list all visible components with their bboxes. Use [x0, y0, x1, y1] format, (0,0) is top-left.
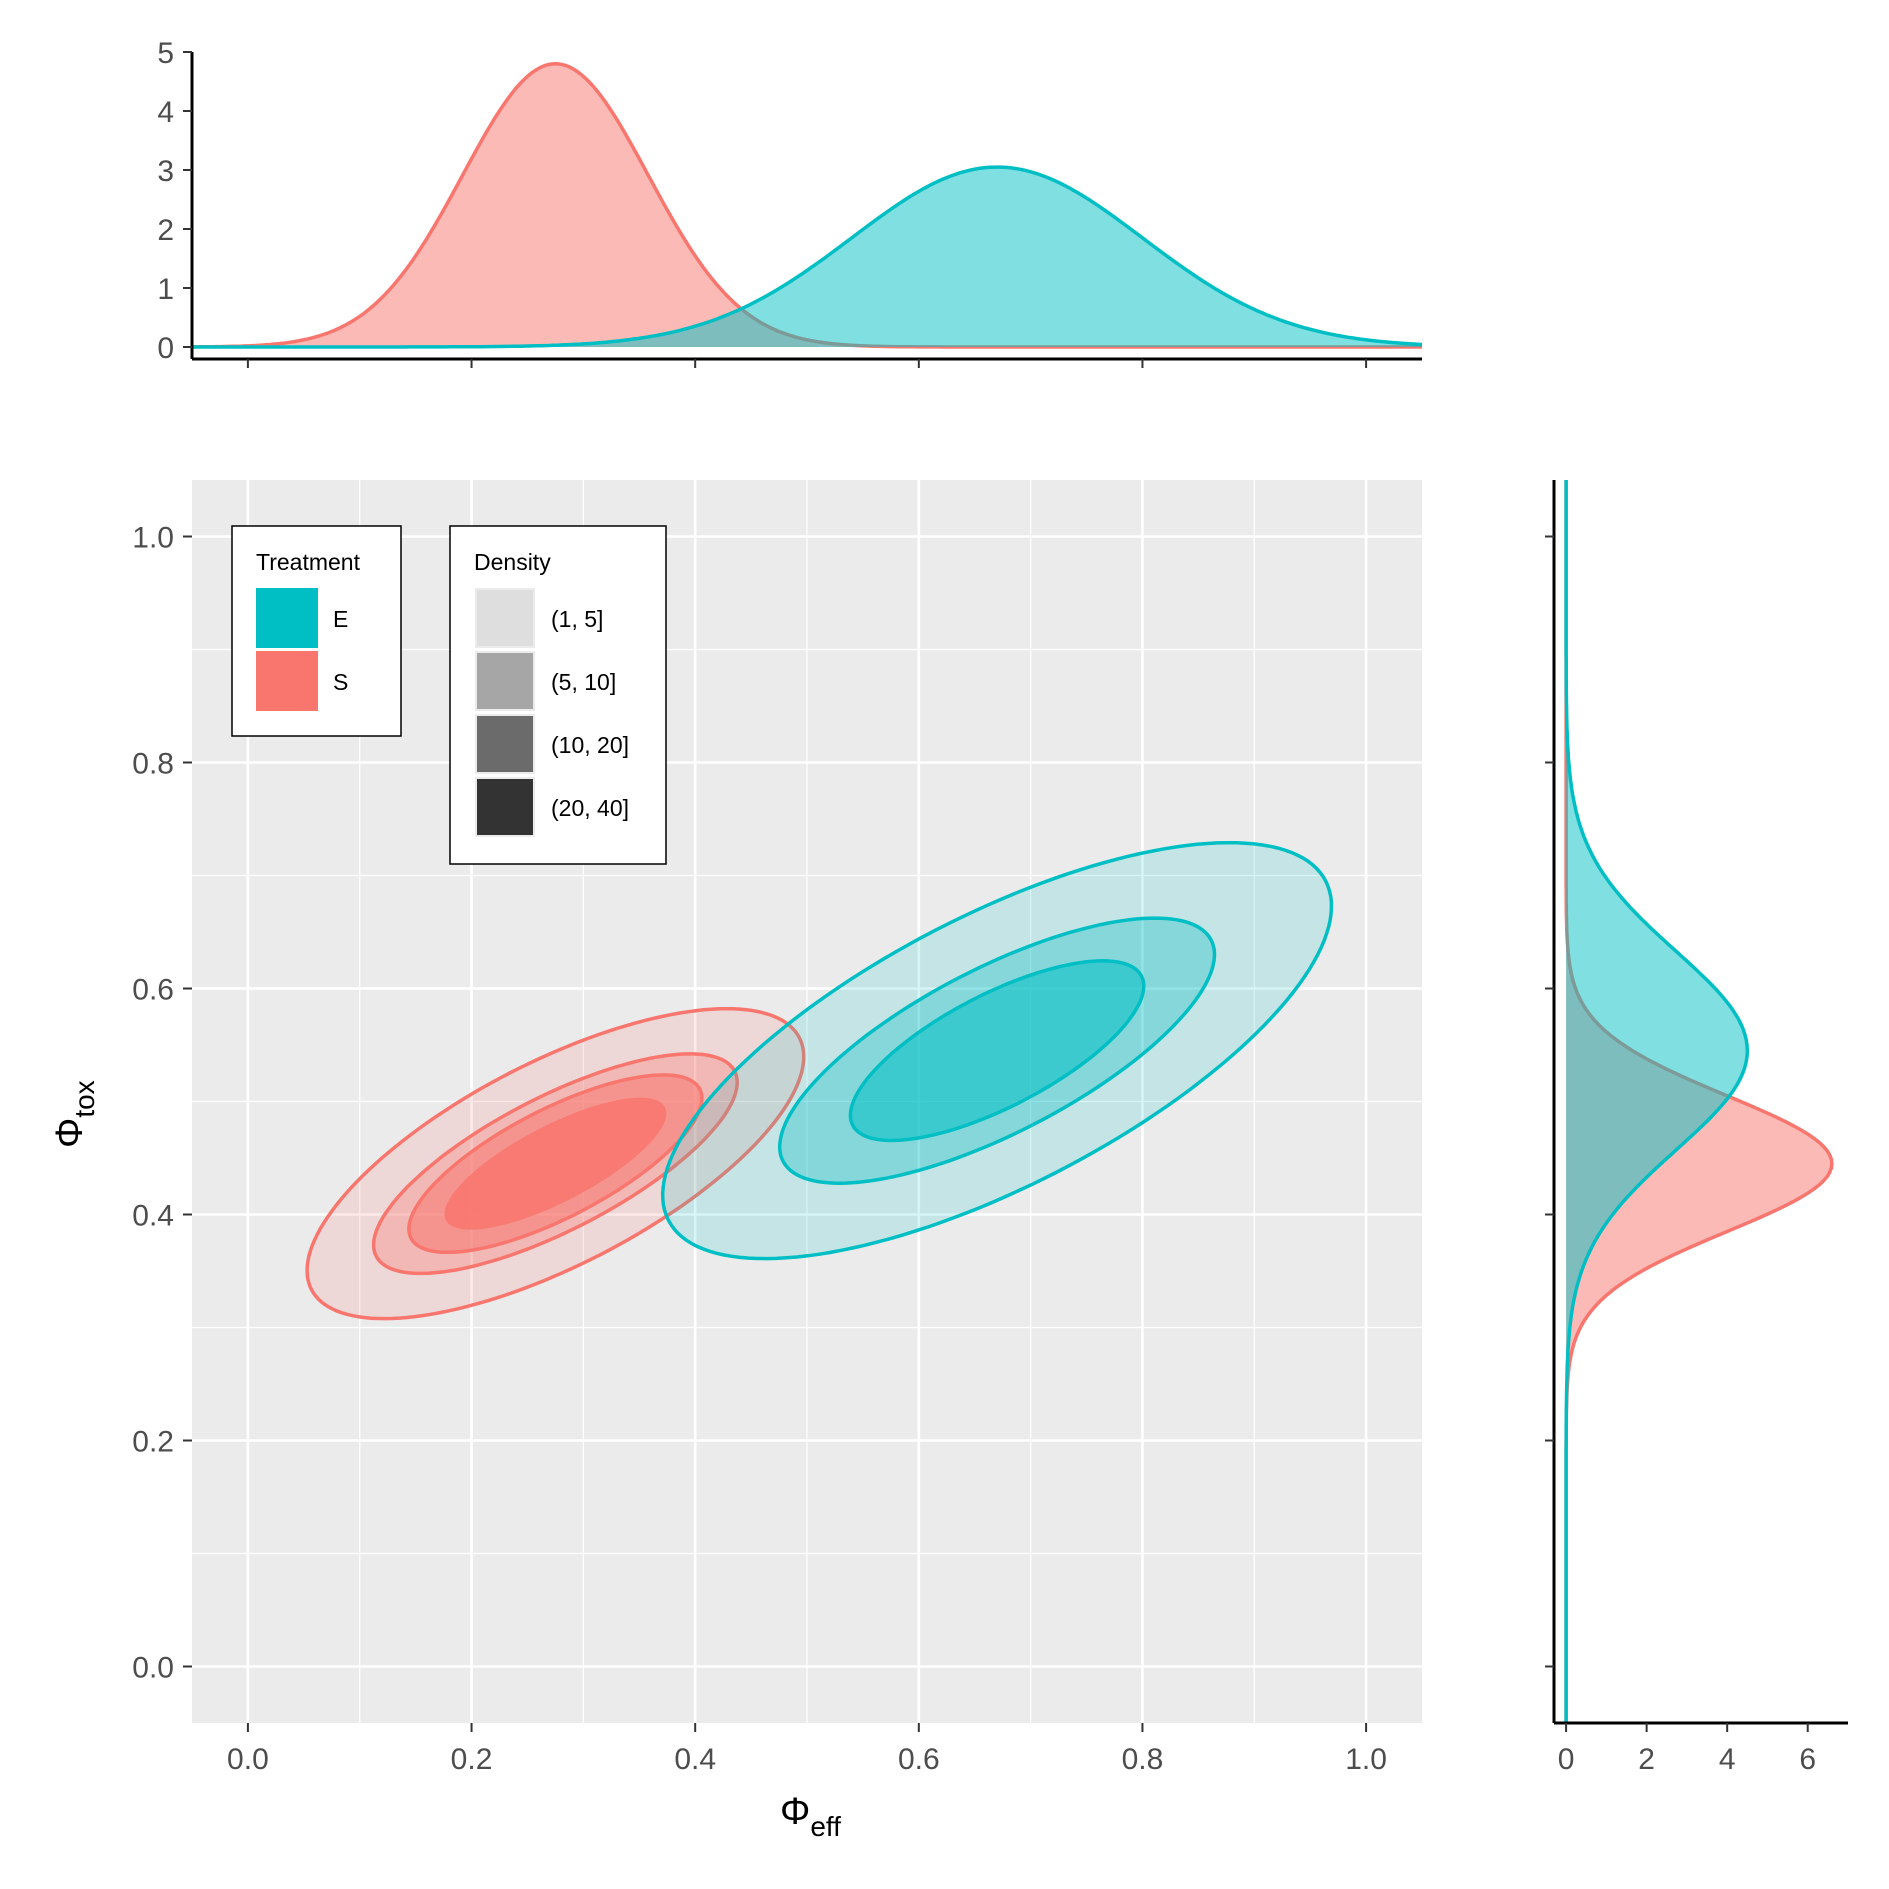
contour-e	[848, 959, 1146, 1143]
right-x-tick-label: 4	[1719, 1743, 1736, 1776]
legend-label-s: S	[333, 669, 348, 695]
top-density-line-e	[192, 165, 1423, 349]
legend-key-s	[256, 651, 318, 711]
right-density-line-e	[1564, 480, 1750, 1723]
x-tick-label: 0.6	[898, 1743, 940, 1776]
density-key-5-10	[475, 651, 535, 711]
top-y-tick-label: 2	[157, 214, 174, 247]
density-legend: Density (1, 5] (5, 10] (10, 20] (20, 40]	[449, 525, 667, 865]
y-axis-title-sub: tox	[69, 1080, 100, 1117]
density-key-20-40	[475, 777, 535, 837]
x-tick-label: 0.2	[451, 1743, 493, 1776]
top-y-tick-label: 5	[157, 37, 174, 70]
top-marginal-axes: 0 1 2 3 4 5	[157, 37, 1422, 368]
right-marginal-axes: 0 2 4 6	[1545, 480, 1848, 1776]
density-contours	[305, 840, 1334, 1321]
density-label-1-5: (1, 5]	[551, 606, 603, 632]
y-axis-title-main: Φ	[49, 1118, 91, 1148]
main-density-panel: 0.0 0.2 0.4 0.6 0.8 1.0 0.0 0.2 0.4 0.6 0.8 1.0	[132, 480, 1422, 1776]
density-label-10-20: (10, 20]	[551, 732, 629, 758]
top-density-fill-e	[192, 167, 1422, 347]
legend-key-e	[256, 588, 318, 648]
x-tick-label: 0.4	[674, 1743, 716, 1776]
legend-label-e: E	[333, 606, 348, 632]
y-axis-title: Φtox	[49, 1080, 100, 1148]
contour-s	[444, 1097, 667, 1230]
density-key-10-20	[475, 714, 535, 774]
x-axis-ticks: 0.0 0.2 0.4 0.6 0.8 1.0	[227, 1723, 1387, 1776]
y-axis-ticks: 0.0 0.2 0.4 0.6 0.8 1.0	[132, 522, 192, 1685]
y-tick-label: 0.0	[132, 1652, 174, 1685]
y-tick-label: 0.2	[132, 1426, 174, 1459]
right-marginal-curves	[1564, 480, 1834, 1723]
density-label-5-10: (5, 10]	[551, 669, 616, 695]
density-label-20-40: (20, 40]	[551, 795, 629, 821]
right-x-tick-label: 2	[1638, 1743, 1655, 1776]
x-axis-title-main: Φ	[780, 1791, 810, 1833]
y-tick-label: 1.0	[132, 522, 174, 555]
right-marginal-density: 0 2 4 6	[1545, 480, 1848, 1776]
y-tick-label: 0.6	[132, 974, 174, 1007]
y-tick-label: 0.4	[132, 1200, 174, 1233]
x-axis-title-sub: eff	[810, 1811, 841, 1842]
x-tick-label: 0.0	[227, 1743, 269, 1776]
top-marginal-density: 0 1 2 3 4 5	[157, 37, 1423, 368]
right-x-tick-label: 6	[1799, 1743, 1816, 1776]
y-tick-label: 0.8	[132, 748, 174, 781]
top-y-tick-label: 1	[157, 273, 174, 306]
right-density-fill-e	[1566, 480, 1748, 1723]
x-tick-label: 0.8	[1122, 1743, 1164, 1776]
top-y-tick-label: 0	[157, 332, 174, 365]
top-y-tick-label: 4	[157, 96, 174, 129]
top-y-tick-label: 3	[157, 155, 174, 188]
top-density-fill-s	[192, 63, 1422, 348]
top-marginal-curves	[191, 62, 1423, 349]
right-x-tick-label: 0	[1558, 1743, 1575, 1776]
density-key-1-5	[475, 588, 535, 648]
treatment-legend: Treatment E S	[231, 525, 402, 737]
x-tick-label: 1.0	[1345, 1743, 1387, 1776]
x-axis-title: Φeff	[780, 1791, 841, 1842]
treatment-legend-title: Treatment	[256, 549, 361, 575]
density-legend-title: Density	[474, 549, 551, 575]
